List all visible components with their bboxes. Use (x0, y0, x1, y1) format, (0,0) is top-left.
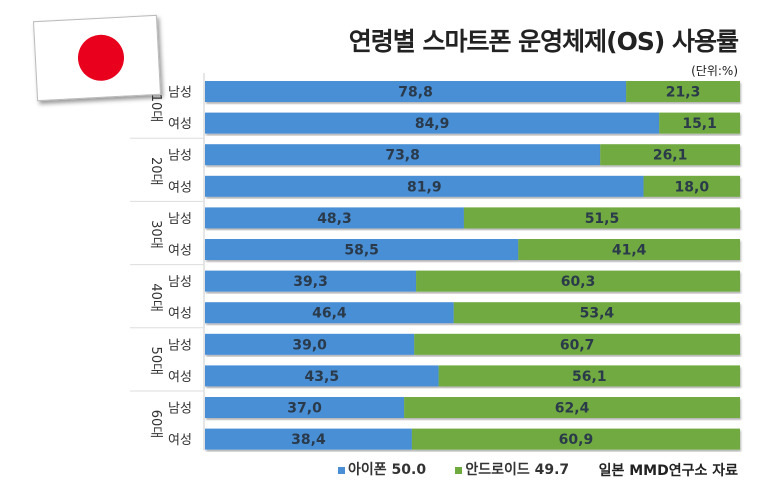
data-label-android: 60,3 (561, 274, 596, 290)
data-label-iphone: 39,3 (293, 274, 328, 290)
sub-category-label: 여성 (168, 117, 192, 132)
sub-category-label: 여성 (168, 433, 192, 448)
data-label-android: 51,5 (585, 211, 620, 227)
bar-iphone (205, 239, 519, 260)
data-label-iphone: 48,3 (317, 211, 352, 227)
sub-category-label: 남성 (168, 212, 192, 227)
bar-iphone (205, 112, 660, 134)
sub-category-label: 남성 (168, 402, 192, 417)
data-label-iphone: 46,4 (312, 306, 347, 322)
bar-iphone (205, 175, 644, 197)
legend: 아이폰 50.0 안드로이드 49.7 (338, 459, 569, 479)
group-label: 30대 (148, 220, 163, 249)
data-label-android: 53,4 (580, 306, 615, 322)
data-label-iphone: 84,9 (415, 116, 450, 132)
data-label-android: 18,0 (675, 179, 710, 195)
sub-category-label: 남성 (168, 86, 192, 101)
bar-android (438, 365, 740, 387)
bar-android (659, 112, 740, 134)
bar-android (643, 175, 740, 197)
data-label-android: 56,1 (572, 369, 607, 385)
bar-iphone (205, 365, 439, 387)
legend-swatch-android (455, 466, 463, 474)
sub-category-label: 여성 (168, 370, 192, 385)
source-note: 일본 MMD연구소 자료 (598, 463, 738, 479)
data-label-android: 62,4 (555, 401, 590, 417)
data-label-android: 15,1 (682, 116, 717, 132)
bar-iphone (205, 302, 454, 324)
bar-iphone (205, 270, 417, 292)
data-label-android: 60,9 (559, 432, 594, 448)
sub-category-label: 여성 (168, 244, 192, 259)
data-label-android: 41,4 (612, 243, 647, 259)
data-label-iphone: 38,4 (291, 432, 326, 448)
data-label-iphone: 81,9 (407, 179, 442, 195)
bar-iphone (205, 207, 464, 229)
data-label-android: 60,7 (560, 337, 595, 353)
group-label: 50대 (148, 347, 163, 376)
legend-swatch-iphone (338, 466, 345, 474)
bar-android (626, 81, 740, 102)
bar-android (411, 428, 740, 450)
bar-android (600, 144, 740, 166)
group-label: 20대 (148, 157, 163, 186)
bar-iphone (205, 333, 415, 355)
data-label-iphone: 78,8 (398, 85, 433, 101)
group-label: 10대 (148, 94, 163, 123)
data-label-iphone: 43,5 (305, 369, 340, 385)
bar-android (518, 239, 740, 260)
sub-category-label: 여성 (168, 180, 192, 195)
bar-iphone (205, 397, 405, 418)
bar-iphone (205, 144, 601, 166)
bar-android (404, 397, 740, 418)
data-label-iphone: 39,0 (292, 337, 327, 353)
unit-label: (단위:%) (691, 64, 738, 78)
bar-android (463, 207, 740, 229)
data-label-iphone: 58,5 (344, 243, 379, 259)
data-label-android: 26,1 (653, 148, 688, 164)
sub-category-label: 남성 (168, 338, 192, 353)
sub-category-label: 남성 (168, 149, 192, 164)
data-label-iphone: 73,8 (385, 148, 420, 164)
sub-category-label: 남성 (168, 275, 192, 290)
chart-title: 연령별 스마트폰 운영체제(OS) 사용률 (348, 27, 739, 56)
bar-android (414, 333, 740, 355)
bar-android (416, 270, 740, 292)
group-label: 40대 (148, 283, 163, 312)
data-label-android: 21,3 (666, 85, 701, 101)
bar-android (453, 302, 740, 324)
bar-iphone (205, 428, 412, 450)
bar-iphone (205, 81, 627, 102)
legend-android: 안드로이드 49.7 (465, 462, 570, 478)
data-label-iphone: 37,0 (287, 401, 322, 417)
legend-iphone: 아이폰 50.0 (348, 462, 427, 478)
group-label: 60대 (148, 410, 163, 439)
sub-category-label: 여성 (168, 307, 192, 322)
